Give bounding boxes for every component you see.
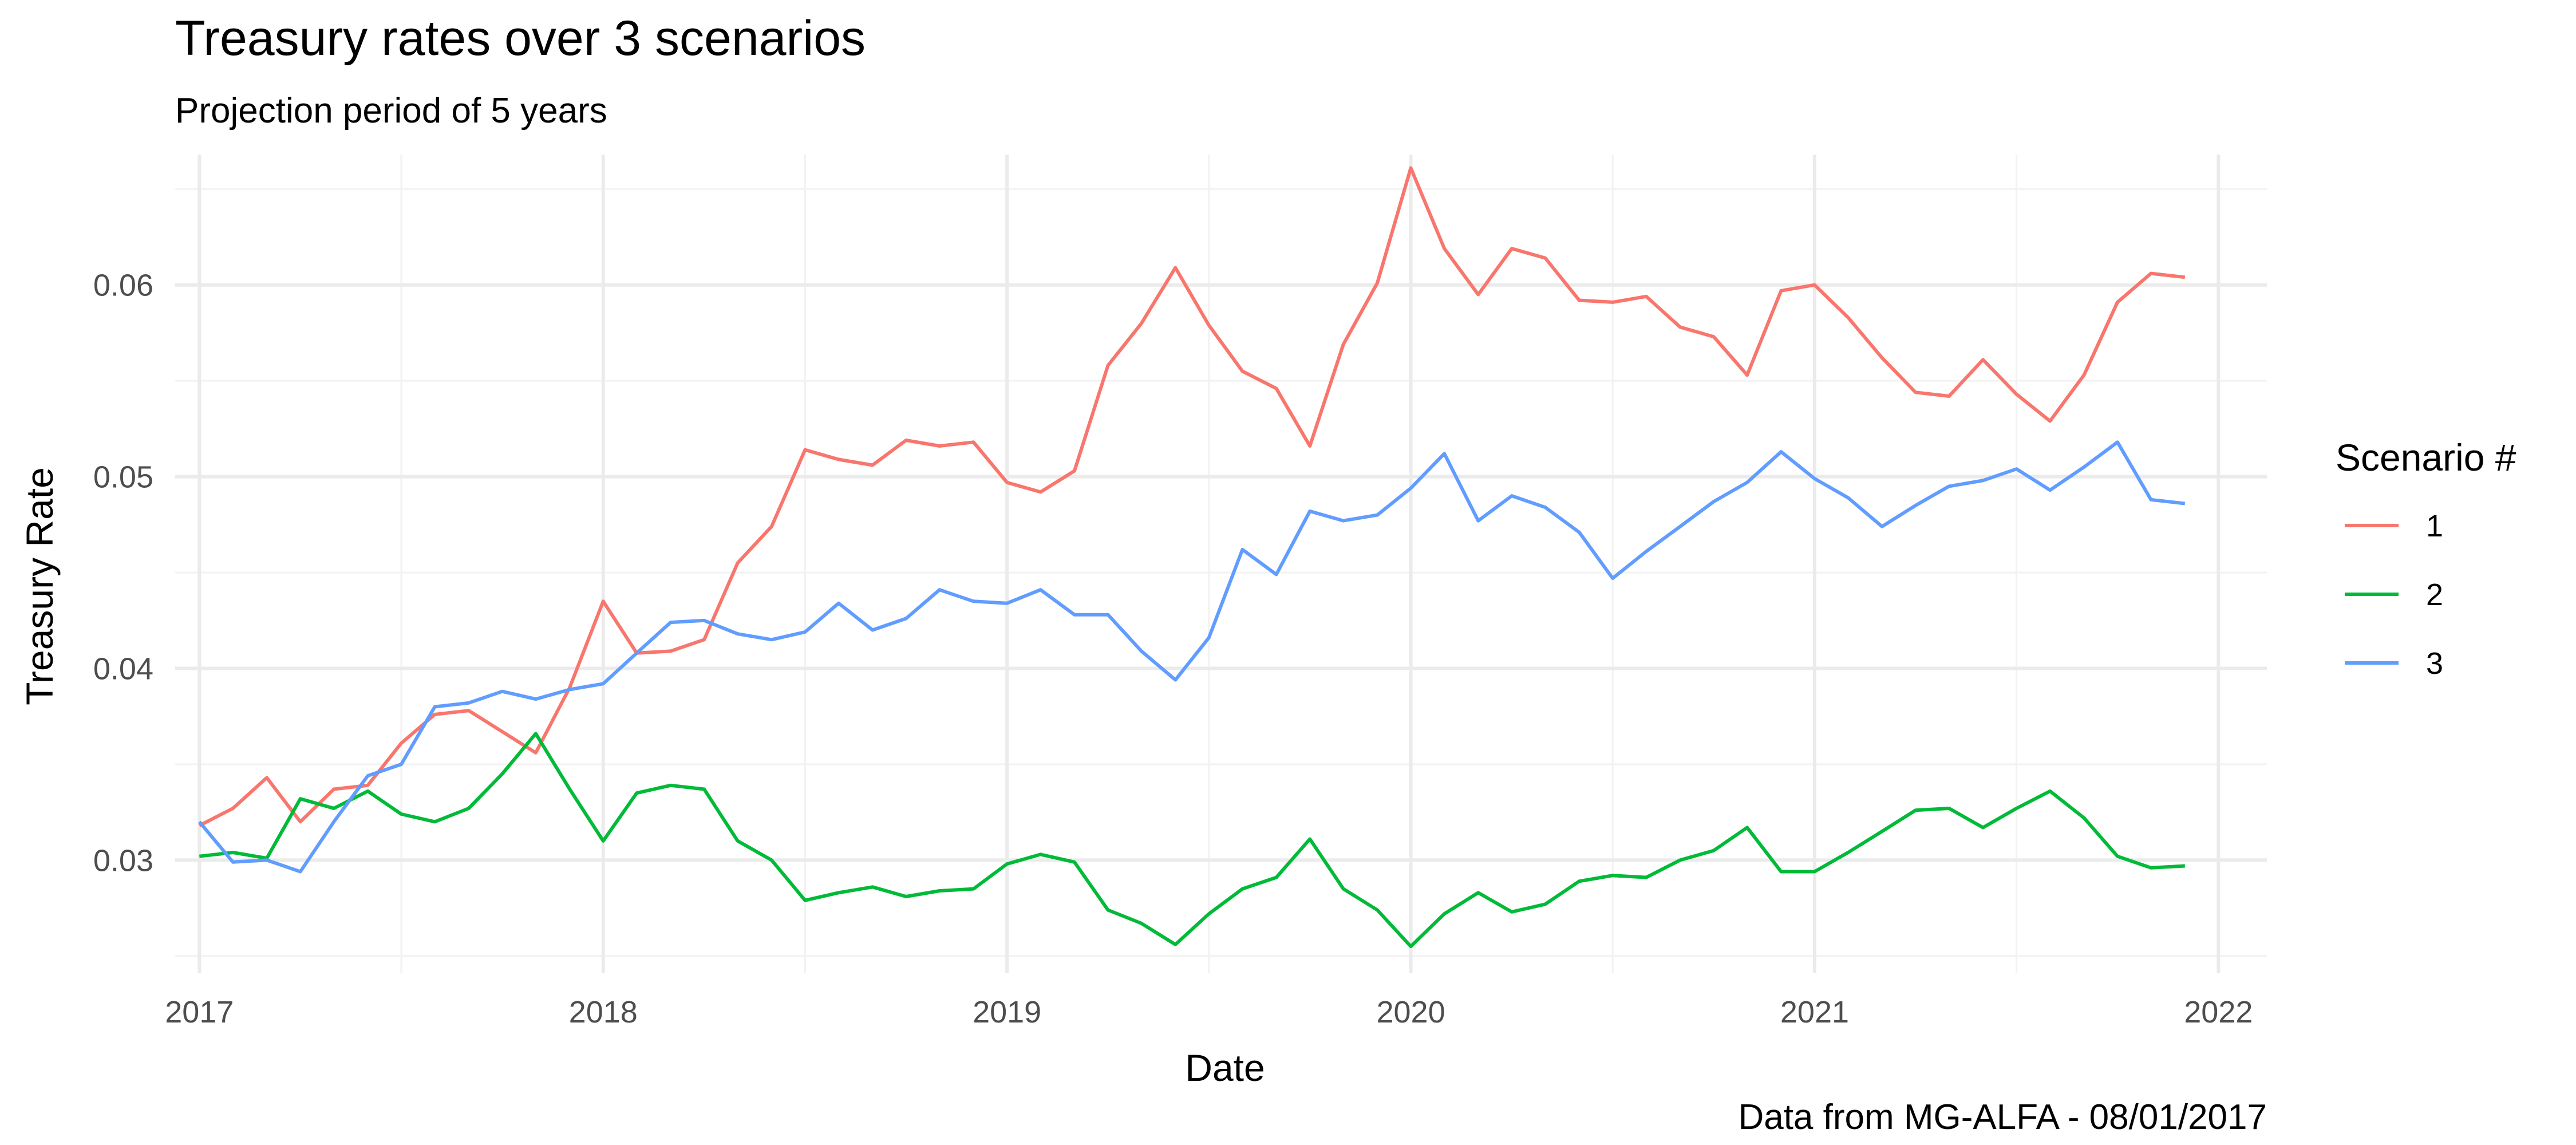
y-tick-label: 0.05	[93, 460, 153, 495]
legend-label-2: 2	[2426, 578, 2443, 612]
x-tick-label: 2021	[1780, 995, 1849, 1029]
y-axis-ticks: 0.03 0.04 0.05 0.06	[93, 269, 153, 878]
chart-title: Treasury rates over 3 scenarios	[175, 11, 866, 66]
x-tick-label: 2020	[1376, 995, 1445, 1029]
x-tick-label: 2017	[165, 995, 234, 1029]
major-grid	[175, 155, 2267, 973]
x-axis-ticks: 2017 2018 2019 2020 2021 2022	[165, 995, 2253, 1029]
minor-grid	[175, 155, 2267, 973]
chart-subtitle: Projection period of 5 years	[175, 91, 607, 131]
series-line-2	[199, 732, 2185, 949]
y-tick-label: 0.04	[93, 652, 153, 686]
chart-caption: Data from MG-ALFA - 08/01/2017	[1738, 1097, 2267, 1137]
x-axis-title: Date	[1185, 1047, 1265, 1089]
x-tick-label: 2022	[2184, 995, 2253, 1029]
x-tick-label: 2018	[569, 995, 638, 1029]
series-lines	[197, 166, 2186, 949]
legend-title: Scenario #	[2336, 436, 2516, 479]
legend: Scenario # 1 2 3	[2336, 436, 2516, 681]
y-axis-title: Treasury Rate	[18, 467, 61, 705]
y-tick-label: 0.03	[93, 843, 153, 878]
legend-label-3: 3	[2426, 646, 2443, 681]
legend-label-1: 1	[2426, 509, 2443, 543]
y-tick-label: 0.06	[93, 269, 153, 303]
series-line-3	[197, 440, 2186, 874]
x-tick-label: 2019	[973, 995, 1041, 1029]
series-line-1	[198, 166, 2186, 827]
